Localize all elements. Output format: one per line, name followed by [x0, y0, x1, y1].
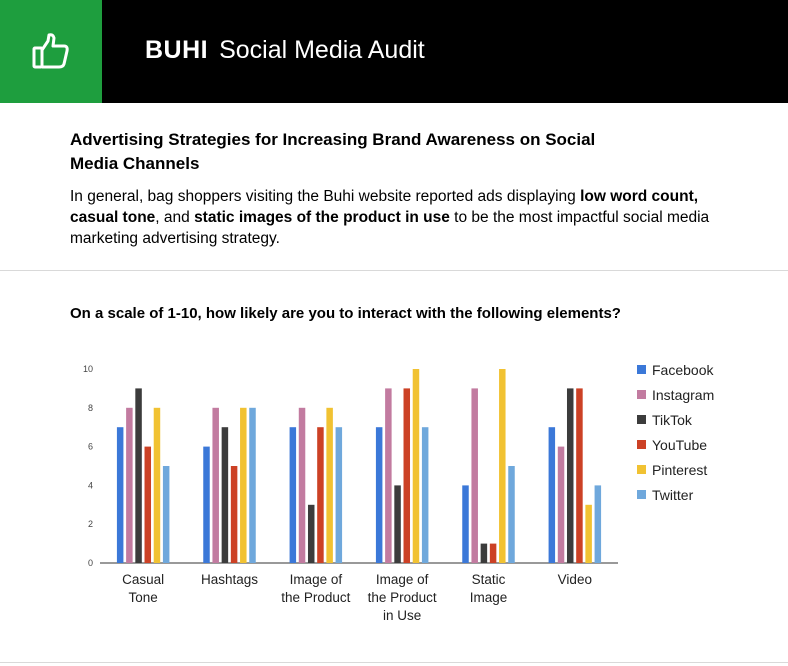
x-tick-label: the Product — [281, 590, 350, 605]
legend-label: TikTok — [652, 412, 693, 428]
bar-instagram — [212, 407, 219, 563]
bar-twitter — [249, 407, 256, 563]
divider-bottom — [0, 662, 788, 663]
x-tick-label: Image of — [290, 572, 343, 587]
bar-facebook — [548, 427, 556, 563]
intro-paragraph: In general, bag shoppers visiting the Bu… — [70, 186, 750, 249]
bar-twitter — [335, 427, 343, 563]
bar-pinterest — [240, 407, 247, 563]
legend-label: Twitter — [652, 487, 694, 503]
legend-label: YouTube — [652, 437, 707, 453]
x-tick-label: Hashtags — [201, 572, 258, 587]
divider-top — [0, 270, 788, 271]
brand-name: BUHI — [145, 36, 209, 64]
bar-twitter — [421, 427, 429, 563]
x-tick-label: Tone — [129, 590, 158, 605]
chart-question: On a scale of 1-10, how likely are you t… — [70, 305, 621, 322]
bar-facebook — [203, 446, 210, 563]
bar-instagram — [385, 388, 392, 563]
bar-youtube — [489, 543, 497, 563]
bar-tiktok — [394, 485, 401, 563]
bar-twitter — [508, 466, 515, 563]
bar-facebook — [462, 485, 469, 563]
bar-tiktok — [221, 427, 229, 563]
bar-twitter — [594, 485, 602, 563]
bar-tiktok — [566, 388, 574, 563]
intro-text: , and — [155, 209, 195, 226]
legend-swatch-instagram — [637, 390, 646, 399]
y-tick-label: 2 — [88, 519, 93, 529]
bar-youtube — [317, 427, 324, 563]
intro-text: to be the most impactful social media ma… — [70, 209, 710, 247]
x-tick-label: in Use — [383, 608, 421, 623]
intro-text: In general, bag shoppers visiting the Bu… — [70, 188, 581, 205]
y-tick-label: 4 — [88, 480, 93, 490]
bar-instagram — [126, 407, 133, 563]
bar-tiktok — [135, 388, 142, 563]
report-title: Social Media Audit — [219, 36, 425, 64]
bar-instagram — [557, 446, 565, 563]
y-tick-label: 10 — [83, 364, 93, 374]
bar-youtube — [144, 446, 152, 563]
bar-pinterest — [153, 407, 161, 563]
legend-swatch-twitter — [637, 490, 646, 499]
legend-swatch-pinterest — [637, 465, 646, 474]
y-tick-label: 0 — [88, 558, 93, 568]
x-tick-label: the Product — [368, 590, 437, 605]
x-tick-label: Casual — [122, 572, 164, 587]
bar-pinterest — [499, 369, 506, 563]
bar-facebook — [289, 427, 297, 563]
y-tick-label: 6 — [88, 442, 93, 452]
x-tick-label: Video — [558, 572, 592, 587]
bar-youtube — [576, 388, 583, 563]
bar-instagram — [471, 388, 478, 563]
thumbs-up-icon — [32, 32, 69, 68]
legend-swatch-tiktok — [637, 415, 646, 424]
bar-facebook — [116, 427, 124, 563]
bar-pinterest — [585, 504, 592, 563]
logo-box — [0, 0, 102, 103]
bar-facebook — [375, 427, 383, 563]
y-tick-label: 8 — [88, 403, 93, 413]
bar-twitter — [162, 466, 170, 563]
legend-label: Instagram — [652, 387, 714, 403]
legend-swatch-facebook — [637, 365, 646, 374]
bar-instagram — [298, 407, 306, 563]
bar-tiktok — [480, 543, 488, 563]
bar-youtube — [403, 388, 411, 563]
header-bar: BUHI Social Media Audit — [0, 0, 788, 103]
intro-emphasis: static images of the product in use — [194, 209, 450, 226]
x-tick-label: Image of — [376, 572, 429, 587]
x-tick-label: Static — [472, 572, 506, 587]
bar-youtube — [230, 466, 238, 563]
brand-title: BUHI Social Media Audit — [145, 33, 425, 67]
bar-tiktok — [307, 504, 315, 563]
legend-label: Facebook — [652, 362, 714, 378]
section-title: Advertising Strategies for Increasing Br… — [70, 130, 596, 173]
legend-swatch-youtube — [637, 440, 646, 449]
bar-chart: 0 2 4 6 8 10 Casual Tone Hashtags Image of the Pro… — [83, 362, 714, 623]
legend-label: Pinterest — [652, 462, 707, 478]
bar-pinterest — [326, 407, 333, 563]
intro-emphasis: low word count, casual tone — [70, 188, 699, 226]
bar-pinterest — [412, 369, 420, 563]
x-tick-label: Image — [470, 590, 508, 605]
